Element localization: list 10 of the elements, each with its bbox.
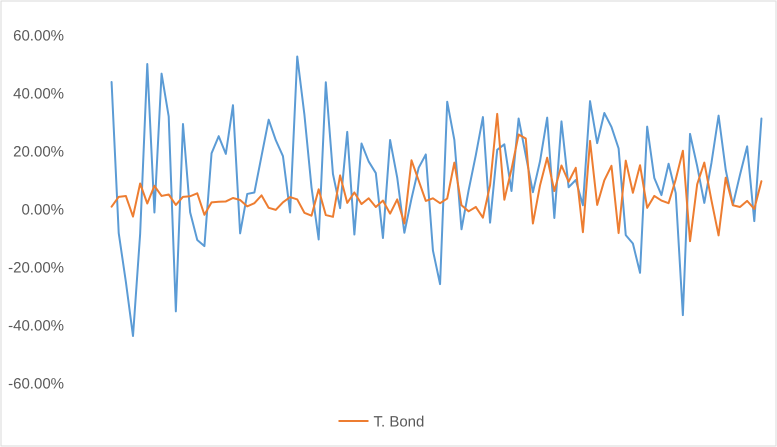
y-tick-label: 0.00% — [21, 201, 64, 218]
y-tick-label: 20.00% — [13, 143, 64, 160]
y-tick-label: -40.00% — [8, 317, 64, 334]
y-tick-label: 40.00% — [13, 85, 64, 102]
legend-label: T. Bond — [374, 413, 424, 430]
line-series — [110, 55, 762, 338]
y-tick-label: -60.00% — [8, 375, 64, 392]
y-tick-label: 60.00% — [13, 27, 64, 44]
y-tick-label: -20.00% — [8, 259, 64, 276]
line-series — [110, 112, 762, 242]
